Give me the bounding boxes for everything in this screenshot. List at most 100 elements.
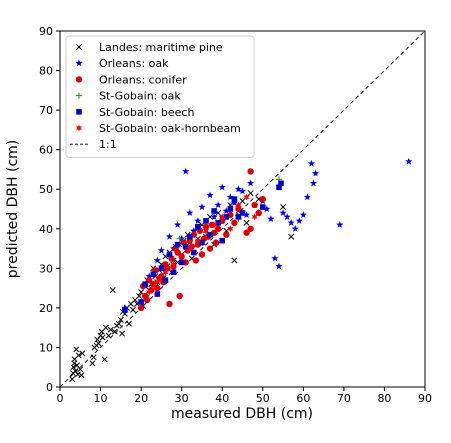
- data-point: [259, 204, 266, 210]
- x-axis: 0 10 20 30 40 50 60 70 80 90: [57, 387, 432, 405]
- data-point: [206, 191, 214, 199]
- data-point: [198, 203, 206, 211]
- data-point: [238, 187, 247, 195]
- data-point: [283, 213, 291, 220]
- data-point: [267, 215, 275, 222]
- data-point: [107, 326, 114, 333]
- x-tick-label: 50: [256, 392, 270, 405]
- x-tick-label: 90: [418, 392, 432, 405]
- data-point: [166, 251, 173, 258]
- legend-marker: [76, 109, 82, 115]
- legend-marker: [75, 59, 83, 67]
- data-point: [214, 201, 222, 209]
- data-point: [150, 271, 157, 278]
- data-point: [243, 193, 250, 201]
- data-point: [136, 293, 143, 299]
- data-point: [259, 195, 266, 203]
- y-tick-label: 20: [39, 302, 53, 315]
- data-point: [186, 209, 194, 217]
- data-point: [190, 226, 198, 234]
- data-point: [251, 201, 258, 209]
- legend-entry: St-Gobain: oak-hornbeam: [75, 122, 241, 135]
- x-tick-label: 20: [134, 392, 148, 405]
- data-point: [182, 167, 190, 175]
- data-point: [75, 352, 82, 359]
- series-square: [122, 180, 284, 313]
- legend-marker: [75, 76, 83, 83]
- data-point: [247, 168, 254, 175]
- data-point: [219, 213, 226, 221]
- series-circle: [137, 168, 266, 312]
- data-point: [115, 320, 122, 327]
- data-point: [271, 254, 279, 262]
- data-point: [211, 208, 217, 214]
- legend-entry: St-Gobain: beech: [76, 106, 194, 119]
- data-point: [89, 360, 96, 367]
- data-point: [210, 221, 218, 229]
- data-point: [227, 225, 234, 233]
- plot-area: [59, 30, 426, 388]
- data-point: [299, 211, 307, 219]
- data-point: [231, 219, 238, 227]
- data-point: [336, 221, 344, 228]
- data-point: [109, 287, 116, 294]
- data-point: [287, 219, 295, 226]
- data-point: [222, 207, 230, 215]
- data-point: [143, 296, 151, 304]
- data-point: [102, 324, 109, 331]
- data-point: [165, 232, 174, 240]
- data-point: [226, 193, 234, 201]
- y-tick-label: 50: [39, 183, 53, 196]
- data-point: [74, 371, 81, 378]
- legend-entry: St-Gobain: oak: [75, 90, 181, 103]
- x-tick-label: 80: [377, 392, 391, 405]
- data-point: [243, 229, 250, 236]
- legend-marker: [76, 44, 82, 50]
- data-point: [263, 205, 271, 213]
- y-axis-label: predicted DBH (cm): [5, 140, 21, 278]
- data-point: [251, 213, 258, 221]
- legend-entry: Orleans: conifer: [75, 73, 187, 86]
- data-point: [153, 256, 161, 264]
- data-point: [219, 237, 226, 244]
- data-point: [309, 179, 318, 187]
- legend-marker: [75, 92, 83, 99]
- data-point: [146, 288, 153, 296]
- data-point: [79, 350, 86, 357]
- data-point: [278, 180, 284, 187]
- data-point: [162, 277, 169, 283]
- data-point: [307, 159, 316, 167]
- data-point: [243, 219, 250, 226]
- legend-box: [65, 35, 255, 158]
- legend-marker: [75, 124, 83, 132]
- series-star6: [146, 193, 258, 296]
- data-point: [239, 198, 246, 205]
- data-point: [235, 214, 242, 220]
- data-point: [218, 183, 226, 191]
- data-point: [207, 231, 213, 238]
- legend-entry: 1:1: [70, 138, 117, 151]
- legend-label: St-Gobain: oak-hornbeam: [99, 122, 241, 135]
- data-point: [231, 257, 238, 264]
- data-point: [178, 259, 185, 266]
- data-point: [105, 332, 112, 339]
- data-point: [195, 224, 201, 230]
- data-point: [78, 372, 85, 379]
- data-point: [239, 210, 246, 216]
- data-point: [111, 328, 118, 335]
- data-point: [94, 336, 101, 343]
- data-point: [170, 269, 177, 276]
- data-point: [202, 227, 210, 235]
- legend-label: St-Gobain: beech: [99, 106, 194, 119]
- x-tick-label: 0: [57, 392, 64, 405]
- data-point: [182, 243, 189, 250]
- data-point: [198, 251, 206, 258]
- data-point: [117, 316, 124, 323]
- data-point: [90, 354, 97, 361]
- data-point: [192, 257, 200, 264]
- data-point: [276, 184, 282, 191]
- data-point: [295, 217, 303, 224]
- data-point: [174, 221, 182, 228]
- data-point: [154, 284, 161, 292]
